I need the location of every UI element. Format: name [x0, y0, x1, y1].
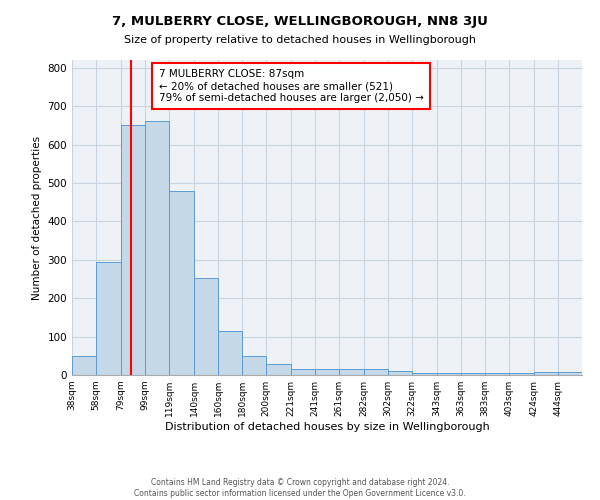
- Bar: [145, 122, 169, 375]
- Bar: [509, 373, 534, 375]
- Bar: [121, 126, 145, 375]
- Bar: [412, 373, 437, 375]
- Bar: [194, 278, 218, 375]
- Text: Size of property relative to detached houses in Wellingborough: Size of property relative to detached ho…: [124, 35, 476, 45]
- Bar: [388, 371, 412, 375]
- Bar: [96, 262, 121, 375]
- X-axis label: Distribution of detached houses by size in Wellingborough: Distribution of detached houses by size …: [164, 422, 490, 432]
- Bar: [169, 192, 194, 375]
- Bar: [558, 372, 582, 375]
- Y-axis label: Number of detached properties: Number of detached properties: [32, 136, 42, 300]
- Text: 7, MULBERRY CLOSE, WELLINGBOROUGH, NN8 3JU: 7, MULBERRY CLOSE, WELLINGBOROUGH, NN8 3…: [112, 15, 488, 28]
- Bar: [242, 356, 266, 375]
- Bar: [291, 369, 315, 375]
- Bar: [461, 373, 485, 375]
- Text: Contains HM Land Registry data © Crown copyright and database right 2024.
Contai: Contains HM Land Registry data © Crown c…: [134, 478, 466, 498]
- Text: 7 MULBERRY CLOSE: 87sqm
← 20% of detached houses are smaller (521)
79% of semi-d: 7 MULBERRY CLOSE: 87sqm ← 20% of detache…: [158, 70, 424, 102]
- Bar: [364, 369, 388, 375]
- Bar: [534, 372, 558, 375]
- Bar: [485, 373, 509, 375]
- Bar: [266, 364, 291, 375]
- Bar: [339, 369, 364, 375]
- Bar: [315, 369, 339, 375]
- Bar: [437, 373, 461, 375]
- Bar: [72, 356, 96, 375]
- Bar: [218, 331, 242, 375]
